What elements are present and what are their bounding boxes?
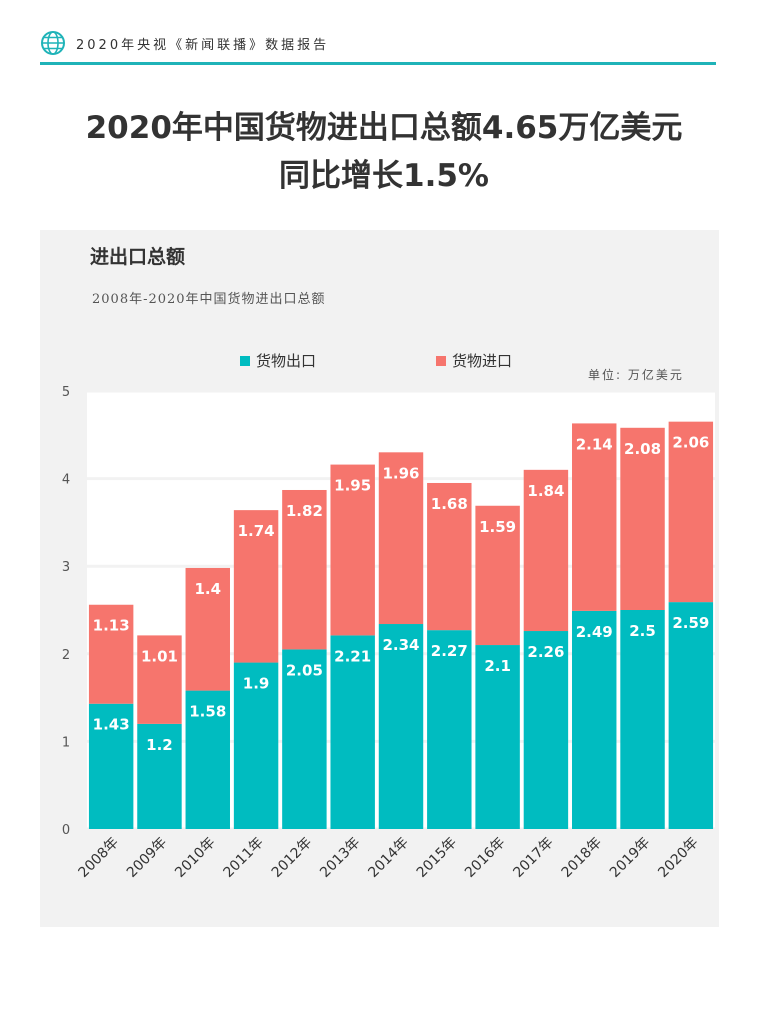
data-label-import: 1.01 (141, 647, 178, 665)
bar-import (427, 482, 472, 631)
data-label-import: 1.95 (334, 477, 371, 495)
data-label-import: 1.4 (194, 580, 221, 598)
x-tick-label: 2014年 (365, 835, 411, 881)
data-label-export: 1.58 (189, 703, 226, 721)
y-tick-label: 0 (62, 823, 70, 838)
bar-import (668, 421, 714, 603)
bar-import (137, 635, 182, 724)
data-label-import: 1.96 (382, 464, 419, 482)
bar-import (282, 489, 327, 650)
bar-import (523, 469, 569, 632)
bar-export (185, 690, 230, 829)
legend-import: 货物进口 (436, 350, 512, 371)
legend-export-label: 货物出口 (256, 352, 317, 370)
data-label-export: 2.05 (286, 661, 323, 679)
data-label-export: 2.49 (576, 623, 613, 641)
chart-subtitle: 2008年-2020年中国货物进出口总额 (92, 292, 326, 307)
bar-import (572, 423, 617, 611)
bar-export (668, 602, 714, 829)
bar-export (137, 723, 182, 829)
bar-import (185, 567, 230, 691)
x-tick-label: 2020年 (655, 835, 701, 881)
chart-title: 进出口总额 (90, 246, 186, 268)
y-tick-label: 4 (62, 473, 70, 488)
x-tick-label: 2018年 (559, 835, 605, 881)
x-tick-label: 2010年 (172, 835, 218, 881)
data-label-export: 2.59 (672, 614, 709, 632)
bar-import (330, 464, 375, 636)
stacked-bar-chart: 0 1 2 3 4 5 1.43 1.13 2008年 1.2 1.01 2009年 1.58 1.4 20… (62, 385, 715, 881)
globe-icon (41, 31, 65, 55)
header-divider (40, 62, 716, 65)
x-tick-label: 2011年 (220, 835, 266, 881)
data-label-import: 2.06 (672, 434, 709, 452)
bar-export (330, 635, 375, 829)
bar-export (378, 624, 424, 829)
x-tick-label: 2015年 (414, 835, 460, 881)
bar-export (427, 630, 472, 829)
chart-panel: 进出口总额 2008年-2020年中国货物进出口总额 货物出口 货物进口 单位:… (40, 230, 719, 927)
data-label-export: 1.9 (243, 675, 270, 693)
legend-export-swatch (240, 355, 250, 366)
bar-export (88, 703, 134, 829)
data-label-export: 2.5 (629, 622, 656, 640)
x-tick-label: 2016年 (462, 835, 508, 881)
data-label-import: 1.13 (93, 617, 130, 635)
data-label-export: 1.43 (93, 716, 130, 734)
bar-export (620, 610, 665, 829)
data-label-import: 1.74 (238, 522, 275, 540)
legend-export: 货物出口 (240, 350, 316, 371)
unit-label: 单位: 万亿美元 (588, 368, 684, 382)
y-tick-label: 2 (62, 648, 70, 663)
bar-import (378, 452, 424, 625)
legend-import-label: 货物进口 (452, 352, 513, 370)
data-label-export: 2.21 (334, 647, 371, 665)
header-text: 2020年央视《新闻联播》数据报告 (76, 38, 330, 53)
bar-import (88, 604, 134, 704)
y-tick-label: 5 (62, 385, 70, 400)
y-tick-label: 1 (62, 735, 70, 750)
report-header: 2020年央视《新闻联播》数据报告 (40, 28, 716, 62)
x-tick-label: 2013年 (317, 835, 363, 881)
bar-export (233, 662, 279, 829)
data-label-import: 1.84 (527, 482, 564, 500)
data-label-import: 1.59 (479, 518, 516, 536)
x-tick-label: 2019年 (607, 835, 653, 881)
x-tick-label: 2008年 (76, 835, 122, 881)
bar-export (475, 645, 520, 829)
bar-export (523, 631, 569, 829)
bar-export (572, 610, 617, 829)
data-label-import: 1.82 (286, 502, 323, 520)
x-tick-label: 2017年 (510, 835, 556, 881)
data-label-export: 2.1 (484, 657, 511, 675)
bar-import (620, 427, 665, 610)
bar-import (233, 510, 279, 663)
x-tick-label: 2009年 (124, 835, 170, 881)
legend-import-swatch (436, 355, 446, 366)
data-label-export: 2.26 (527, 643, 564, 661)
x-tick-label: 2012年 (269, 835, 315, 881)
page-title: 2020年中国货物进出口总额4.65万亿美元 同比增长1.5% (0, 104, 768, 200)
data-label-export: 1.2 (146, 736, 173, 754)
bar-export (282, 649, 327, 829)
title-line-1: 2020年中国货物进出口总额4.65万亿美元 (85, 110, 683, 146)
data-label-import: 1.68 (431, 495, 468, 513)
bar-import (475, 505, 520, 646)
data-label-export: 2.27 (431, 642, 468, 660)
data-label-import: 2.08 (624, 440, 661, 458)
title-line-2: 同比增长1.5% (279, 158, 489, 194)
y-tick-label: 3 (62, 560, 70, 575)
data-label-export: 2.34 (382, 636, 419, 654)
data-label-import: 2.14 (576, 435, 613, 453)
